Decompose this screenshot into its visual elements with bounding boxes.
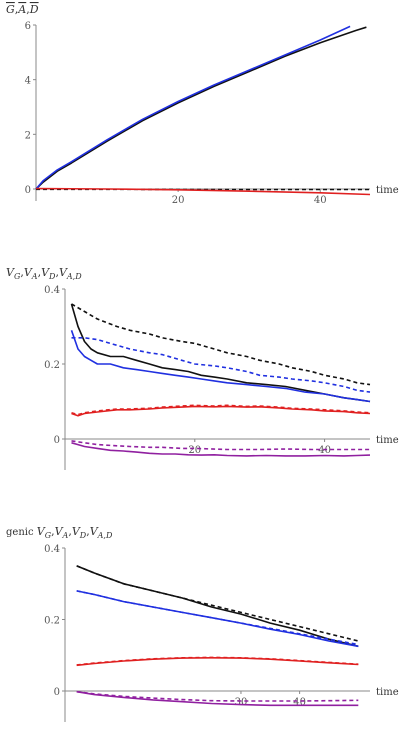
series-line-blue-dashed <box>71 336 371 393</box>
series-line-black-dashed <box>71 303 371 386</box>
y-tick-label: 2 <box>25 130 31 141</box>
y-axis-label: genic VG,VA,VD,VA,D <box>6 525 113 540</box>
series-line-red-solid <box>35 187 371 196</box>
series-line-blue-solid <box>35 25 351 190</box>
series-line-blue-dashed <box>76 590 359 646</box>
y-tick-label: 4 <box>25 76 31 87</box>
y-tick-label: 6 <box>25 21 31 32</box>
series-line-black-solid <box>70 303 371 403</box>
x-tick-label: 20 <box>188 445 201 456</box>
series-line-blue-solid <box>76 590 359 648</box>
y-axis-label: VG,VA,VD,VA,D <box>6 266 82 281</box>
chart-panel-3: 0 0.2 0.4 30 40 time genic VG,VA,VD,VA,D <box>6 525 399 722</box>
y-tick-label: 0 <box>54 687 60 698</box>
y-tick-label: 0.2 <box>44 360 60 371</box>
y-tick-label: 0 <box>25 185 31 196</box>
series-line-red-solid <box>71 405 371 417</box>
series-line-purple-dashed <box>76 690 359 702</box>
series-line-red-solid <box>76 656 359 667</box>
x-axis-label: time <box>376 687 399 698</box>
chart-panel-2: 0 0.2 0.4 20 40 time VG,VA,VD,VA,D <box>6 266 399 470</box>
x-tick-label: 20 <box>172 195 185 206</box>
y-tick-label: 0.4 <box>44 285 60 296</box>
x-tick-label: 30 <box>235 697 248 708</box>
x-axis-label: time <box>376 435 399 446</box>
y-tick-label: 0.2 <box>44 616 60 627</box>
x-tick-label: 40 <box>314 195 327 206</box>
y-tick-label: 0.4 <box>44 544 60 555</box>
series-line-black-solid <box>35 26 367 190</box>
series-line-purple-dashed <box>71 440 370 451</box>
series-line-black-solid <box>76 565 359 648</box>
chart-panel-1: 0 2 4 6 20 40 time G,A,D <box>6 3 399 206</box>
series-line-purple-solid <box>71 442 371 457</box>
series-line-purple-solid <box>76 690 359 707</box>
x-axis-label: time <box>376 185 399 196</box>
series-line-black-dashed <box>76 565 359 642</box>
series-line-blue-solid <box>70 330 371 403</box>
y-tick-label: 0 <box>54 435 60 446</box>
x-tick-label: 40 <box>293 697 306 708</box>
x-tick-label: 40 <box>318 445 331 456</box>
y-axis-label: G,A,D <box>6 3 39 16</box>
